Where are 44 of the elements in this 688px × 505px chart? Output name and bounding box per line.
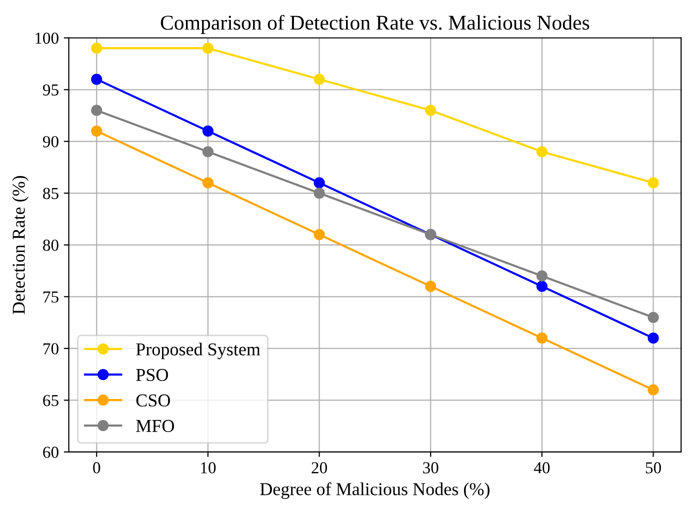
point — [648, 177, 659, 188]
legend-label: CSO — [136, 394, 170, 407]
point — [91, 125, 102, 137]
x-tick-label: 30 — [423, 462, 438, 474]
point — [536, 332, 548, 344]
point — [425, 104, 436, 116]
point — [314, 177, 325, 188]
x-tick-label: 40 — [534, 462, 550, 474]
x-tick-label: 0 — [93, 462, 100, 474]
point — [202, 177, 214, 188]
point — [202, 42, 214, 54]
point — [314, 188, 325, 199]
x-tick-label: 20 — [312, 462, 327, 474]
y-axis-title: Detection Rate (%) — [12, 176, 29, 314]
point — [536, 146, 548, 158]
legend-label: MFO — [136, 420, 174, 432]
y-tick-label: 95 — [42, 84, 58, 96]
x-tick-label: 10 — [201, 462, 216, 474]
point — [536, 270, 548, 282]
legend-label: Proposed System — [136, 342, 260, 360]
y-tick-label: 100 — [36, 32, 58, 44]
y-tick-label: 65 — [43, 394, 58, 406]
point — [91, 104, 102, 116]
y-tick-label: 80 — [43, 240, 58, 251]
y-tick-label: 75 — [44, 292, 58, 303]
point — [91, 74, 102, 85]
point — [202, 125, 214, 137]
point — [536, 280, 548, 292]
y-tick-label: 90 — [42, 136, 58, 148]
y-tick-label: 60 — [43, 446, 58, 458]
point — [202, 146, 214, 158]
point — [425, 280, 436, 292]
point — [648, 312, 659, 323]
point — [314, 229, 325, 240]
point — [648, 332, 659, 344]
x-axis-title: Degree of Malicious Nodes (%) — [260, 482, 490, 499]
point — [648, 384, 659, 396]
chart-title: Comparison of Detection Rate vs. Malicious Nodes — [160, 14, 590, 34]
legend-label: PSO — [136, 368, 168, 382]
point — [314, 74, 325, 85]
y-tick-label: 85 — [43, 188, 58, 200]
point — [91, 42, 102, 54]
y-tick-label: 70 — [44, 343, 58, 354]
x-tick-label: 50 — [646, 462, 661, 474]
